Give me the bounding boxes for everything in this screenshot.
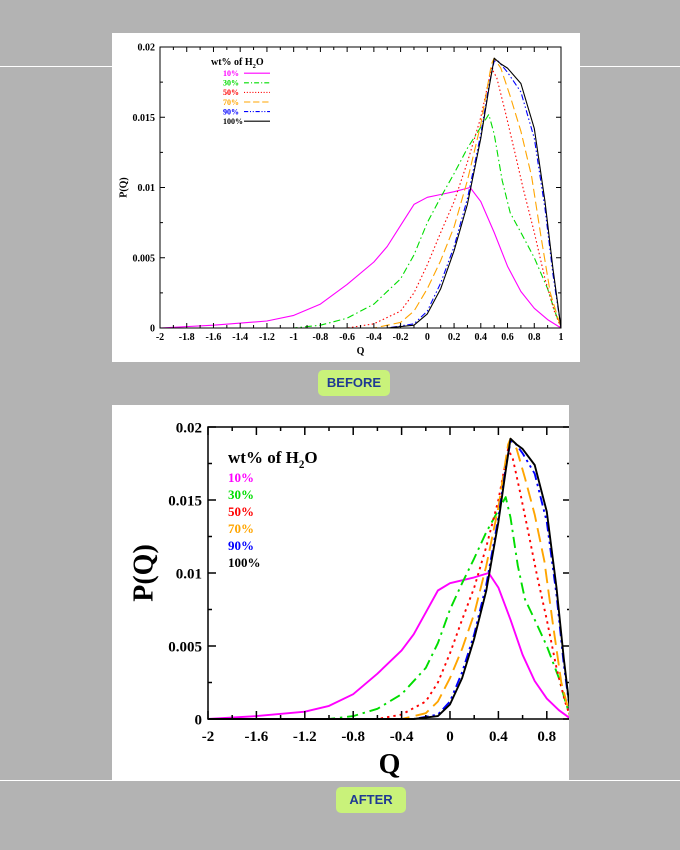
x-tick-label: 0.8 (528, 332, 541, 343)
before-badge: BEFORE (318, 370, 390, 396)
x-tick-label: -1 (289, 332, 297, 343)
x-tick-label: 0.4 (475, 332, 488, 343)
x-tick-label: -1.6 (206, 332, 222, 343)
x-tick-label: -1.8 (179, 332, 195, 343)
y-tick-label: 0.02 (138, 43, 156, 54)
plot-frame (159, 46, 562, 329)
legend-label-50pct: 50% (228, 504, 254, 519)
divider-line-bottom (0, 780, 680, 781)
after-chart: -2 -1.6 -1.2 -0.8 -0.4 0 0.4 0.8 0 0.005 0.01 0.015… (128, 420, 569, 780)
plot-frame (207, 426, 569, 720)
legend-label-100pct: 100% (223, 117, 243, 126)
series-line-30pct (160, 113, 562, 329)
x-tick-label: 0 (425, 332, 430, 343)
series-line-100pct (160, 57, 562, 329)
x-tick-label: 1 (559, 332, 564, 343)
x-tick-label: 0 (446, 729, 454, 745)
y-tick-label: 0 (195, 712, 203, 728)
legend-label-90pct: 90% (228, 538, 254, 553)
x-tick-label: -1.2 (293, 729, 317, 745)
x-axis-label: Q (357, 346, 365, 357)
y-axis-label: P(Q) (128, 544, 159, 602)
x-tick-label: -2 (202, 729, 215, 745)
y-tick-label: 0.01 (176, 566, 202, 582)
y-tick-label: 0.02 (176, 420, 202, 436)
series-line-50pct (160, 67, 562, 329)
x-tick-label: -0.4 (366, 332, 382, 343)
series-line-70pct (160, 57, 562, 329)
x-tick-label: -0.4 (390, 729, 414, 745)
series-line-10pct (159, 186, 562, 329)
after-chart-panel: -2 -1.6 -1.2 -0.8 -0.4 0 0.4 0.8 0 0.005 0.01 0.015… (112, 405, 569, 780)
y-tick-label: 0.015 (168, 493, 202, 509)
series-line-90pct (208, 440, 569, 720)
after-badge: AFTER (336, 787, 406, 813)
series-line-100pct (208, 437, 569, 720)
x-tick-label: -0.6 (339, 332, 355, 343)
x-tick-label: 0.6 (501, 332, 514, 343)
x-tick-label: 0.4 (489, 729, 508, 745)
y-tick-label: 0 (150, 324, 155, 335)
legend-title: wt% of H2O (211, 57, 264, 70)
series-line-30pct (208, 496, 569, 720)
x-tick-label: -0.8 (312, 332, 328, 343)
x-tick-label: -1.2 (259, 332, 275, 343)
y-axis-label: P(Q) (118, 177, 129, 198)
series-line-50pct (208, 447, 569, 720)
legend-label-70pct: 70% (223, 98, 239, 107)
legend-label-100pct: 100% (228, 555, 261, 570)
before-chart-panel: -2 -1.8 -1.6 -1.4 -1.2 -1 -0.8 -0.6 -0.4 -0.2 0 0.2… (112, 33, 580, 362)
before-chart: -2 -1.8 -1.6 -1.4 -1.2 -1 -0.8 -0.6 -0.4 -0.2 0 0.2… (118, 43, 564, 358)
legend-label-90pct: 90% (223, 107, 239, 116)
legend-label-30pct: 30% (223, 79, 239, 88)
x-tick-label: -1.6 (245, 729, 269, 745)
series-line-90pct (160, 60, 562, 329)
x-tick-label: -0.2 (393, 332, 409, 343)
x-tick-label: -1.4 (232, 332, 248, 343)
x-tick-label: -2 (156, 332, 164, 343)
series-line-10pct (207, 572, 569, 720)
y-tick-label: 0.01 (138, 183, 156, 194)
x-axis-label: Q (379, 749, 401, 780)
y-tick-label: 0.005 (133, 253, 156, 264)
legend-label-50pct: 50% (223, 88, 239, 97)
y-tick-label: 0.005 (168, 639, 202, 655)
legend-title: wt% of H2O (228, 448, 318, 471)
series-line-70pct (208, 437, 569, 720)
y-tick-label: 0.015 (133, 113, 156, 124)
x-tick-label: 0.8 (537, 729, 556, 745)
x-tick-label: -0.8 (341, 729, 365, 745)
legend-label-30pct: 30% (228, 487, 254, 502)
legend-label-10pct: 10% (223, 69, 239, 78)
x-tick-label: 0.2 (448, 332, 461, 343)
legend-label-10pct: 10% (228, 470, 254, 485)
legend-label-70pct: 70% (228, 521, 254, 536)
